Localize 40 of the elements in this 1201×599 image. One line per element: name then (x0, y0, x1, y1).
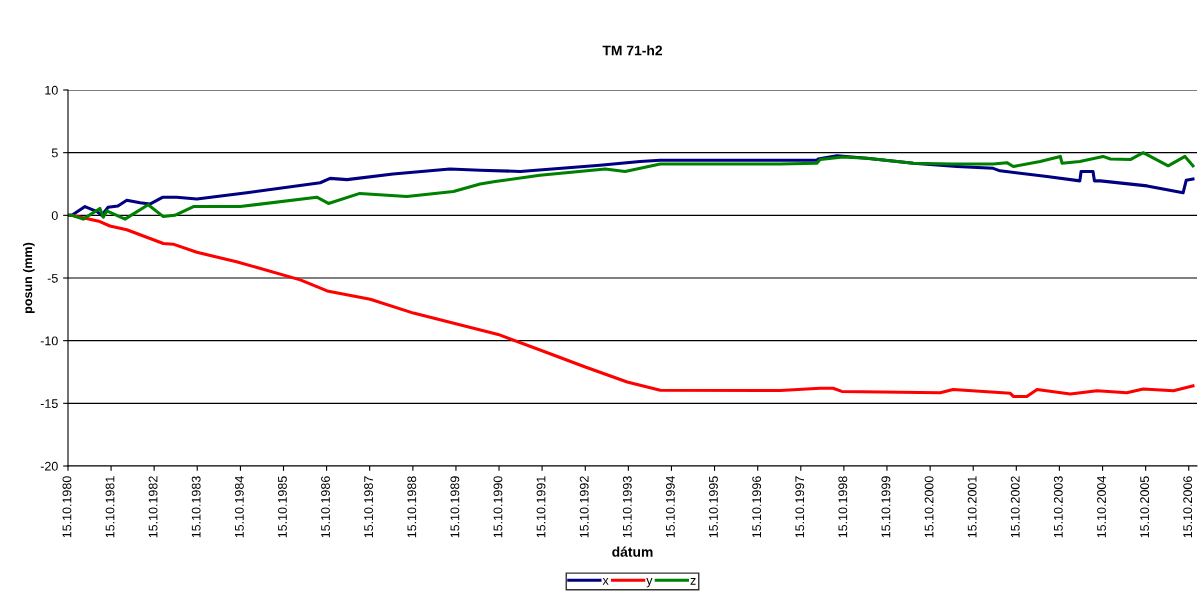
x-tick-label: 15.10.1992 (579, 476, 589, 538)
y-axis-title: posun (mm) (23, 242, 35, 313)
x-tick-label: 15.10.1996 (752, 476, 762, 538)
legend-label: y (646, 578, 653, 588)
x-tick-label: 15.10.2002 (1010, 476, 1020, 538)
x-axis-title: dátum (612, 546, 653, 557)
x-tick-label: 15.10.1987 (364, 476, 374, 538)
y-tick-label: 5 (51, 148, 58, 158)
x-tick-label: 15.10.1993 (622, 476, 632, 538)
x-tick-label: 15.10.1997 (795, 476, 805, 538)
x-tick-label: 15.10.1990 (493, 476, 503, 538)
y-tick-label: 10 (45, 85, 58, 95)
x-tick-label: 15.10.1989 (450, 476, 460, 538)
x-tick-label: 15.10.1994 (665, 476, 675, 538)
x-tick-label: 15.10.2006 (1183, 476, 1193, 538)
y-tick-label: -20 (40, 461, 58, 471)
y-tick-label: 0 (51, 211, 58, 220)
x-tick-label: 15.10.1998 (838, 476, 848, 538)
x-tick-label: 15.10.1986 (321, 476, 330, 538)
x-tick-label: 15.10.1980 (62, 476, 72, 538)
x-tick-label: 15.10.2004 (1097, 476, 1106, 538)
x-tick-label: 15.10.1988 (407, 476, 417, 538)
x-tick-label: 15.10.1983 (191, 476, 201, 538)
x-tick-label: 15.10.2005 (1140, 476, 1150, 538)
legend-label: x (602, 578, 609, 585)
legend-label: z (690, 578, 696, 585)
y-tick-label: -5 (47, 273, 58, 283)
y-tick-label: -10 (40, 336, 58, 346)
x-tick-label: 15.10.1982 (148, 476, 158, 538)
x-tick-label: 15.10.1984 (234, 476, 244, 538)
x-tick-label: 15.10.2000 (924, 476, 934, 538)
x-tick-label: 15.10.2003 (1053, 476, 1063, 538)
y-tick-label: -15 (40, 399, 58, 408)
x-tick-label: 15.10.2001 (967, 476, 977, 538)
x-tick-label: 15.10.1999 (881, 476, 891, 538)
chart-title: TM 71-h2 (602, 45, 663, 56)
x-tick-label: 15.10.1981 (105, 476, 115, 538)
x-tick-label: 15.10.1985 (278, 476, 287, 538)
x-tick-label: 15.10.1991 (536, 476, 546, 538)
x-tick-label: 15.10.1995 (709, 476, 718, 538)
